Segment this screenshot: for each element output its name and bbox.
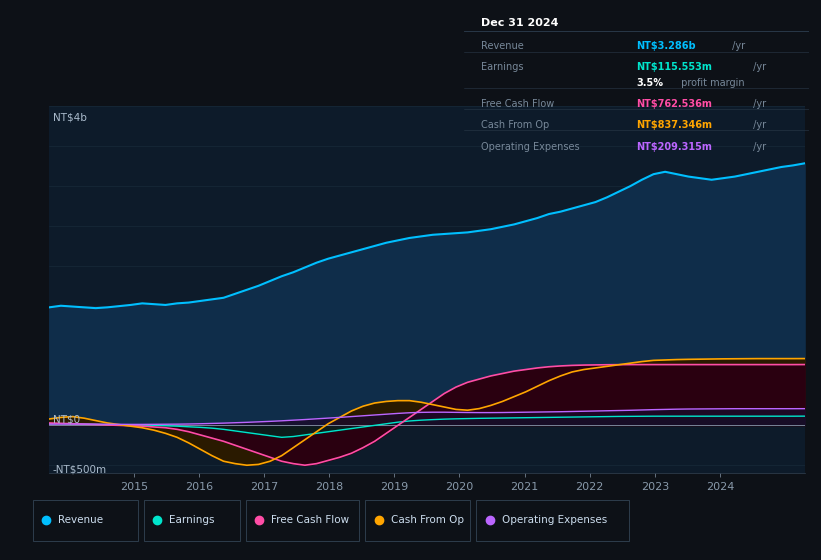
Text: Cash From Op: Cash From Op	[391, 515, 464, 525]
Text: -NT$500m: -NT$500m	[53, 464, 107, 474]
Text: /yr: /yr	[729, 41, 745, 51]
Text: Revenue: Revenue	[481, 41, 524, 51]
Text: Earnings: Earnings	[481, 62, 524, 72]
Text: NT$837.346m: NT$837.346m	[636, 120, 713, 130]
Text: /yr: /yr	[750, 142, 766, 152]
Text: NT$115.553m: NT$115.553m	[636, 62, 712, 72]
Text: /yr: /yr	[750, 120, 766, 130]
Text: profit margin: profit margin	[677, 78, 745, 88]
Text: Dec 31 2024: Dec 31 2024	[481, 18, 558, 28]
Text: NT$762.536m: NT$762.536m	[636, 99, 712, 109]
Text: Free Cash Flow: Free Cash Flow	[481, 99, 554, 109]
Text: Cash From Op: Cash From Op	[481, 120, 549, 130]
Text: Revenue: Revenue	[58, 515, 103, 525]
Text: NT$4b: NT$4b	[53, 113, 86, 123]
Text: Earnings: Earnings	[169, 515, 214, 525]
Text: Operating Expenses: Operating Expenses	[502, 515, 607, 525]
Text: 3.5%: 3.5%	[636, 78, 663, 88]
Text: Free Cash Flow: Free Cash Flow	[271, 515, 349, 525]
Text: /yr: /yr	[750, 99, 766, 109]
Text: NT$0: NT$0	[53, 415, 80, 425]
Text: Operating Expenses: Operating Expenses	[481, 142, 580, 152]
Text: NT$209.315m: NT$209.315m	[636, 142, 712, 152]
Text: /yr: /yr	[750, 62, 766, 72]
Text: NT$3.286b: NT$3.286b	[636, 41, 696, 51]
